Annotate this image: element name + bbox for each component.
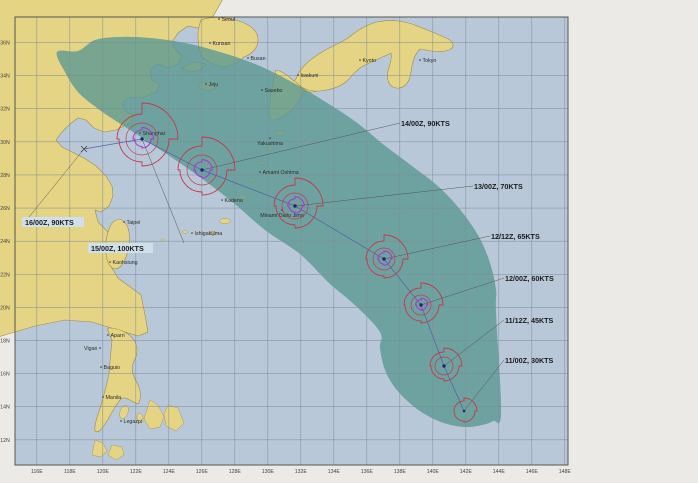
svg-text:138E: 138E — [394, 469, 407, 475]
svg-text:16N: 16N — [0, 372, 10, 378]
svg-text:Shanghai: Shanghai — [143, 131, 165, 137]
svg-text:Amami Oshima: Amami Oshima — [263, 170, 299, 176]
svg-text:Baguio: Baguio — [104, 365, 121, 371]
svg-text:132E: 132E — [295, 469, 308, 475]
svg-text:Ishigakijima: Ishigakijima — [195, 231, 223, 237]
svg-text:15/00Z, 100KTS: 15/00Z, 100KTS — [91, 244, 144, 253]
svg-text:Manila: Manila — [106, 395, 122, 401]
svg-text:140E: 140E — [427, 469, 440, 475]
svg-text:Kaohsiung: Kaohsiung — [113, 260, 138, 266]
svg-text:130E: 130E — [262, 469, 275, 475]
svg-text:146E: 146E — [526, 469, 539, 475]
svg-text:14/00Z, 90KTS: 14/00Z, 90KTS — [401, 119, 450, 128]
svg-text:13/00Z, 70KTS: 13/00Z, 70KTS — [474, 182, 523, 191]
svg-text:Yakushima: Yakushima — [257, 141, 283, 147]
svg-text:12/00Z, 60KTS: 12/00Z, 60KTS — [505, 274, 554, 283]
svg-text:Seoul: Seoul — [222, 17, 236, 23]
svg-text:126E: 126E — [196, 469, 209, 475]
svg-text:11/12Z, 45KTS: 11/12Z, 45KTS — [505, 316, 554, 325]
svg-text:118E: 118E — [64, 469, 76, 475]
svg-text:34N: 34N — [0, 74, 10, 80]
svg-text:122E: 122E — [130, 469, 143, 475]
svg-text:Tokyo: Tokyo — [423, 58, 437, 64]
svg-text:134E: 134E — [328, 469, 341, 475]
svg-text:Aparri: Aparri — [111, 333, 125, 339]
svg-text:Jeju: Jeju — [209, 82, 219, 88]
svg-text:26N: 26N — [0, 206, 10, 212]
svg-text:11/00Z, 30KTS: 11/00Z, 30KTS — [505, 356, 554, 365]
svg-text:Minami Daito Jima: Minami Daito Jima — [260, 213, 304, 219]
svg-text:142E: 142E — [460, 469, 473, 475]
svg-text:148E: 148E — [559, 469, 572, 475]
svg-text:24N: 24N — [0, 239, 10, 245]
svg-text:Legazpi: Legazpi — [124, 419, 143, 425]
svg-text:12/12Z, 65KTS: 12/12Z, 65KTS — [491, 232, 540, 241]
svg-text:36N: 36N — [0, 41, 10, 47]
svg-text:14N: 14N — [0, 405, 10, 411]
svg-text:144E: 144E — [493, 469, 506, 475]
svg-text:Kunsan: Kunsan — [213, 41, 231, 47]
svg-text:Sasebo: Sasebo — [265, 88, 283, 94]
svg-text:128E: 128E — [229, 469, 242, 475]
svg-text:20N: 20N — [0, 305, 10, 311]
svg-text:18N: 18N — [0, 339, 10, 345]
svg-text:12N: 12N — [0, 438, 10, 444]
svg-text:Busan: Busan — [251, 56, 266, 62]
svg-text:124E: 124E — [163, 469, 176, 475]
svg-text:136E: 136E — [361, 469, 374, 475]
svg-text:28N: 28N — [0, 173, 10, 179]
svg-text:Vigan: Vigan — [84, 346, 98, 352]
svg-text:16/00Z, 90KTS: 16/00Z, 90KTS — [25, 218, 74, 227]
svg-text:120E: 120E — [97, 469, 110, 475]
svg-text:Taipei: Taipei — [127, 220, 141, 226]
svg-text:32N: 32N — [0, 107, 10, 113]
svg-text:Kadena: Kadena — [225, 198, 243, 204]
svg-text:30N: 30N — [0, 140, 10, 146]
svg-text:Iwakuni: Iwakuni — [301, 73, 319, 79]
svg-text:116E: 116E — [31, 469, 43, 475]
svg-text:22N: 22N — [0, 272, 10, 278]
svg-text:Kyoto: Kyoto — [363, 58, 377, 64]
